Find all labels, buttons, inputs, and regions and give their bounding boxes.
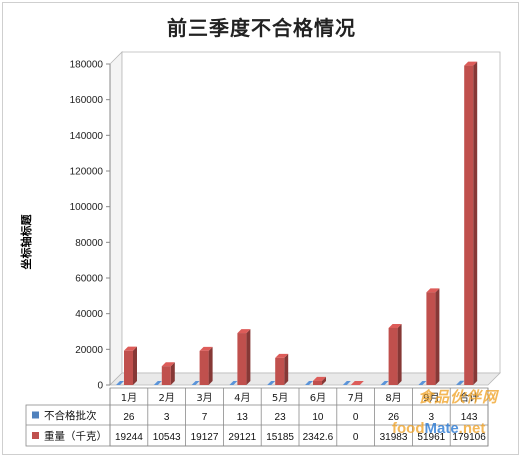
- category-label: 9月: [423, 392, 439, 404]
- table-cell-batches: 10: [312, 412, 324, 423]
- legend-label: 重量（千克）: [44, 430, 107, 443]
- table-cell-batches: 23: [275, 412, 287, 423]
- table-cell-batches: 7: [202, 412, 208, 423]
- category-label: 1月: [121, 392, 137, 404]
- table-cell-batches: 0: [353, 412, 359, 423]
- bar-weight: [426, 288, 440, 385]
- category-label: 2月: [159, 392, 175, 404]
- y-tick-label: 20000: [75, 345, 103, 356]
- category-label: 4月: [234, 392, 250, 404]
- table-cell-batches: 26: [388, 412, 400, 423]
- category-label: 3月: [196, 392, 212, 404]
- y-tick-label: 180000: [70, 60, 104, 71]
- category-label: 合计: [459, 391, 479, 404]
- table-cell-batches: 3: [164, 412, 170, 423]
- category-label: 7月: [348, 392, 364, 404]
- bar-batches: [153, 380, 162, 385]
- side-wall: [109, 51, 123, 386]
- bar-batches: [191, 380, 200, 385]
- bar-batches: [229, 380, 238, 385]
- y-tick-label: 0: [97, 381, 103, 392]
- table-cell-batches: 13: [237, 412, 249, 423]
- watermark-url: foodMate.net: [392, 420, 486, 437]
- bar-weight: [199, 346, 213, 385]
- category-label: 6月: [310, 392, 326, 404]
- y-tick-label: 140000: [70, 131, 104, 142]
- bar-batches: [342, 381, 351, 385]
- y-tick-label: 120000: [70, 167, 104, 178]
- table-cell-weight: 15185: [266, 432, 294, 443]
- table-cell-weight: 19127: [191, 432, 219, 443]
- bar-batches: [267, 380, 276, 385]
- bar-weight: [464, 61, 478, 385]
- table-cell-weight: 19244: [115, 432, 143, 443]
- table-cell-weight: 2342.6: [303, 432, 334, 443]
- legend-label: 不合格批次: [44, 409, 97, 422]
- bar-batches: [116, 380, 124, 385]
- y-tick-label: 40000: [75, 309, 103, 320]
- y-tick-label: 80000: [75, 238, 103, 249]
- table-cell-weight: 179106: [452, 432, 486, 443]
- legend-swatch: [32, 432, 39, 439]
- bar-weight: [313, 376, 326, 385]
- bar-weight: [124, 346, 137, 385]
- y-tick-label: 160000: [70, 95, 104, 106]
- bar-batches: [305, 380, 313, 385]
- table-cell-weight: 29121: [228, 432, 256, 443]
- legend-weight: 重量（千克）: [32, 430, 107, 443]
- table-cell-weight: 0: [353, 432, 359, 443]
- category-label: 5月: [272, 392, 288, 404]
- chart-title: 前三季度不合格情况: [167, 16, 356, 40]
- y-tick-label: 100000: [70, 202, 104, 213]
- bar-weight: [350, 381, 364, 385]
- y-tick-label: 60000: [75, 274, 103, 285]
- legend-batches: 不合格批次: [32, 409, 97, 422]
- back-wall: [121, 51, 501, 374]
- legend-swatch: [32, 411, 39, 419]
- watermark-text: 食品伙伴网: [418, 388, 499, 406]
- table-cell-weight: 51961: [417, 432, 445, 443]
- table-cell-weight: 31983: [380, 432, 408, 443]
- bar-batches: [456, 380, 465, 385]
- foodmate-watermark: 食品伙伴网 foodMate.net: [378, 380, 518, 450]
- bar-weight: [388, 323, 402, 385]
- bar-batches: [380, 380, 389, 385]
- table-cell-weight: 10543: [153, 432, 181, 443]
- bar-weight: [161, 362, 175, 385]
- bar-weight: [275, 353, 289, 385]
- table-cell-batches: 3: [429, 412, 435, 423]
- bar-weight: [237, 329, 251, 385]
- bar-batches: [418, 380, 427, 385]
- table-cell-batches: 143: [461, 412, 478, 423]
- table-cell-batches: 26: [123, 412, 135, 423]
- category-label: 8月: [385, 392, 401, 404]
